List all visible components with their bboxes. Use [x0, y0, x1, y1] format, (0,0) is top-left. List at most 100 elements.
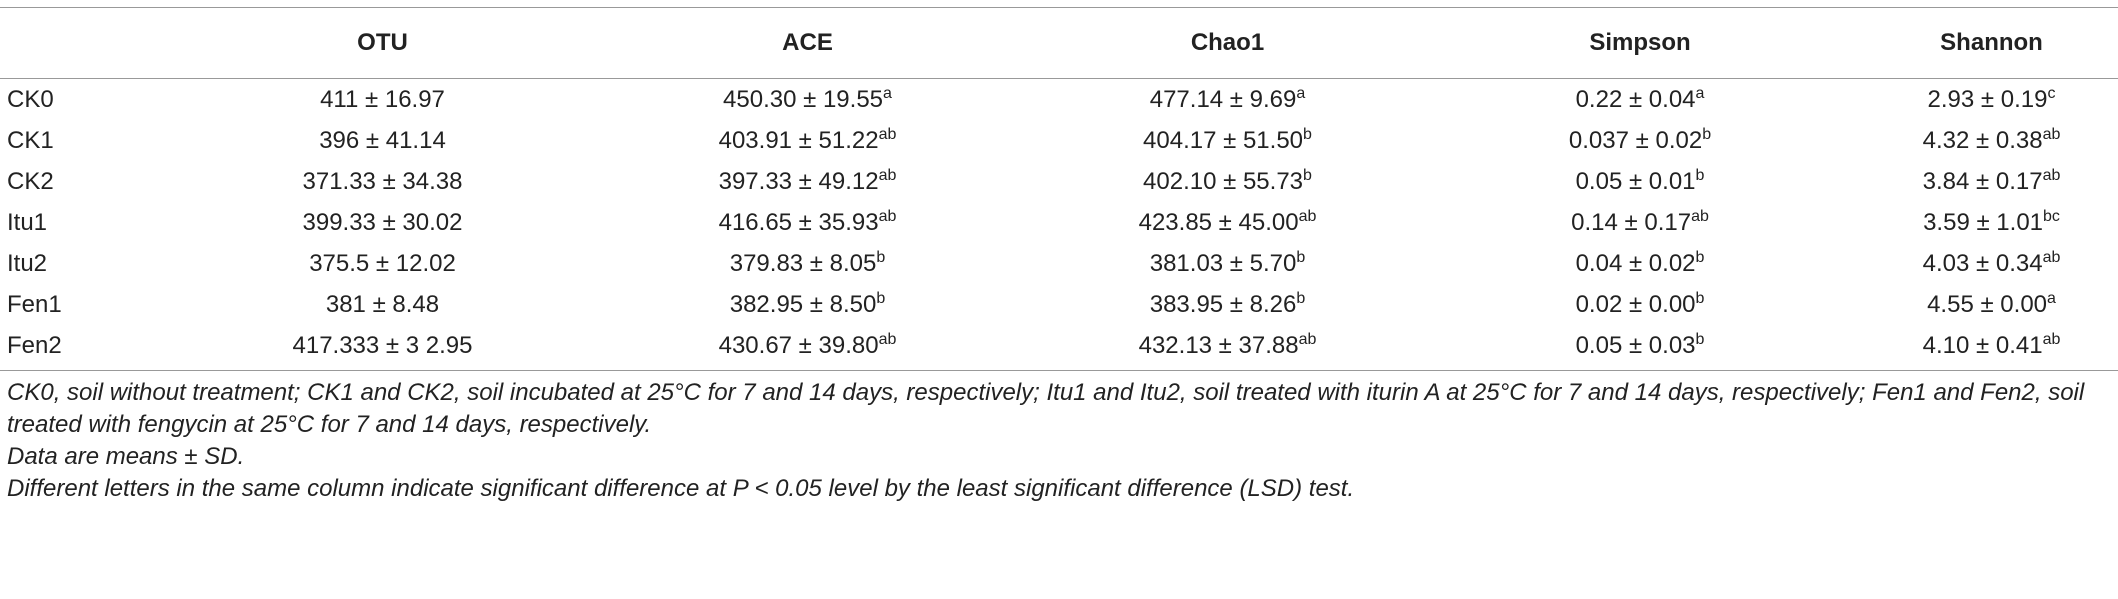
- cell-value: 4.55 ± 0.00: [1927, 290, 2048, 318]
- column-header: OTU: [190, 7, 575, 79]
- cell: 402.10 ± 55.73b: [1040, 161, 1415, 202]
- significance-letter: ab: [2042, 248, 2061, 266]
- cell: 383.95 ± 8.26b: [1040, 284, 1415, 325]
- significance-letter: ab: [1298, 207, 1317, 225]
- page: OTU ACE Chao1 Simpson Shannon CK0 411 ± 16.97…: [0, 7, 2118, 599]
- row-label: Itu2: [7, 249, 48, 277]
- cell: 399.33 ± 30.02: [302, 208, 463, 236]
- significance-letter: b: [1702, 125, 1712, 143]
- cell-value: 432.13 ± 37.88: [1138, 331, 1299, 359]
- significance-letter: b: [1695, 166, 1705, 184]
- cell: 404.17 ± 51.50b: [1040, 120, 1415, 161]
- row-label: CK0: [7, 85, 54, 113]
- significance-letter: a: [2047, 289, 2056, 307]
- cell: 432.13 ± 37.88ab: [1040, 325, 1415, 371]
- significance-letter: c: [2047, 84, 2056, 102]
- cell: 0.04 ± 0.02b: [1415, 243, 1865, 284]
- cell: 0.037 ± 0.02b: [1415, 120, 1865, 161]
- significance-letter: ab: [878, 207, 897, 225]
- footnote: Different letters in the same column ind…: [7, 475, 1355, 502]
- cell: 379.83 ± 8.05b: [575, 243, 1040, 284]
- cell-value: 2.93 ± 0.19: [1927, 85, 2048, 113]
- table-body: CK0 411 ± 16.97 450.30 ± 19.55a 477.14 ± 9.…: [0, 79, 2118, 371]
- cell-value: 430.67 ± 39.80: [718, 331, 879, 359]
- significance-letter: ab: [878, 125, 897, 143]
- cell: 371.33 ± 34.38: [302, 167, 463, 195]
- cell-value: 397.33 ± 49.12: [718, 167, 879, 195]
- cell: 450.30 ± 19.55a: [575, 79, 1040, 121]
- significance-letter: ab: [878, 166, 897, 184]
- cell: 4.32 ± 0.38ab: [1865, 120, 2118, 161]
- cell: 416.65 ± 35.93ab: [575, 202, 1040, 243]
- significance-letter: ab: [878, 330, 897, 348]
- significance-letter: a: [1296, 84, 1306, 102]
- cell: 375.5 ± 12.02: [309, 249, 456, 277]
- row-label: CK1: [7, 126, 54, 154]
- row-label: Fen1: [7, 290, 62, 318]
- cell: 0.05 ± 0.03b: [1415, 325, 1865, 371]
- cell: 3.59 ± 1.01bc: [1865, 202, 2118, 243]
- table-row: Itu2 375.5 ± 12.02 379.83 ± 8.05b 381.03 ± …: [0, 243, 2118, 284]
- cell-value: 477.14 ± 9.69: [1149, 85, 1297, 113]
- cell-value: 450.30 ± 19.55: [723, 85, 884, 113]
- cell-value: 0.04 ± 0.02: [1575, 249, 1696, 277]
- cell: 0.14 ± 0.17ab: [1415, 202, 1865, 243]
- header-row: OTU ACE Chao1 Simpson Shannon: [0, 7, 2118, 79]
- cell: 381 ± 8.48: [325, 290, 440, 318]
- table-row: CK1 396 ± 41.14 403.91 ± 51.22ab 404.17 ± 5…: [0, 120, 2118, 161]
- column-header: Shannon: [1865, 7, 2118, 79]
- cell-value: 0.02 ± 0.00: [1575, 290, 1696, 318]
- cell-value: 0.22 ± 0.04: [1575, 85, 1696, 113]
- cell-value: 0.05 ± 0.01: [1575, 167, 1696, 195]
- significance-letter: ab: [1691, 207, 1709, 225]
- significance-letter: b: [1695, 330, 1705, 348]
- significance-letter: ab: [2042, 330, 2061, 348]
- cell-value: 4.32 ± 0.38: [1922, 126, 2043, 154]
- data-table: OTU ACE Chao1 Simpson Shannon CK0 411 ± 16.97…: [0, 7, 2118, 371]
- cell: 381.03 ± 5.70b: [1040, 243, 1415, 284]
- column-header: ACE: [575, 7, 1040, 79]
- table-row: Fen1 381 ± 8.48 382.95 ± 8.50b 383.95 ± 8.2…: [0, 284, 2118, 325]
- cell: 4.55 ± 0.00a: [1865, 284, 2118, 325]
- cell-value: 403.91 ± 51.22: [718, 126, 879, 154]
- cell-value: 3.84 ± 0.17: [1922, 167, 2043, 195]
- corner: [0, 7, 190, 79]
- significance-letter: b: [1296, 248, 1306, 266]
- row-label: CK2: [7, 167, 54, 195]
- cell: 430.67 ± 39.80ab: [575, 325, 1040, 371]
- cell: 397.33 ± 49.12ab: [575, 161, 1040, 202]
- cell: 2.93 ± 0.19c: [1865, 79, 2118, 121]
- significance-letter: ab: [1298, 330, 1317, 348]
- cell-value: 4.10 ± 0.41: [1922, 331, 2043, 359]
- cell-value: 416.65 ± 35.93: [718, 208, 879, 236]
- significance-letter: b: [876, 289, 886, 307]
- significance-letter: b: [1296, 289, 1306, 307]
- significance-letter: b: [1303, 166, 1312, 184]
- table-row: Itu1 399.33 ± 30.02 416.65 ± 35.93ab 423.85…: [0, 202, 2118, 243]
- footnote: CK0, soil without treatment; CK1 and CK2…: [7, 379, 2085, 438]
- row-label: Fen2: [0, 325, 190, 371]
- significance-letter: a: [883, 84, 892, 102]
- cell-value: 404.17 ± 51.50: [1143, 126, 1304, 154]
- cell-value: 402.10 ± 55.73: [1143, 167, 1304, 195]
- cell-value: 423.85 ± 45.00: [1138, 208, 1299, 236]
- cell-value: 379.83 ± 8.05: [729, 249, 877, 277]
- column-header: Simpson: [1415, 7, 1865, 79]
- cell-value: 0.037 ± 0.02: [1568, 126, 1703, 154]
- cell: 4.10 ± 0.41ab: [1865, 325, 2118, 371]
- cell: 0.02 ± 0.00b: [1415, 284, 1865, 325]
- cell: 4.03 ± 0.34ab: [1865, 243, 2118, 284]
- table-row: CK0 411 ± 16.97 450.30 ± 19.55a 477.14 ± 9.…: [0, 79, 2118, 121]
- cell-value: 383.95 ± 8.26: [1149, 290, 1297, 318]
- significance-letter: b: [1695, 289, 1705, 307]
- cell-value: 3.59 ± 1.01: [1923, 208, 2044, 236]
- cell-value: 4.03 ± 0.34: [1922, 249, 2043, 277]
- cell: 411 ± 16.97: [320, 85, 445, 113]
- cell: 423.85 ± 45.00ab: [1040, 202, 1415, 243]
- significance-letter: ab: [2042, 166, 2061, 184]
- significance-letter: b: [1303, 125, 1312, 143]
- cell: 0.22 ± 0.04a: [1415, 79, 1865, 121]
- cell: 477.14 ± 9.69a: [1040, 79, 1415, 121]
- cell: 403.91 ± 51.22ab: [575, 120, 1040, 161]
- cell-value: 0.05 ± 0.03: [1575, 331, 1696, 359]
